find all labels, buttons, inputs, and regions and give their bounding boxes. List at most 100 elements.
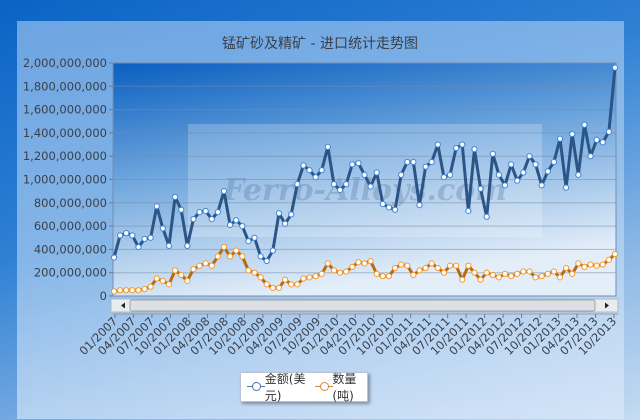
data-point — [184, 242, 191, 250]
watermark-box — [188, 124, 542, 237]
data-point — [330, 181, 338, 188]
legend-item-amount[interactable]: 金额(美元) — [247, 370, 309, 404]
data-point — [330, 267, 338, 274]
data-point — [483, 269, 490, 276]
data-point — [428, 260, 435, 267]
data-point — [508, 161, 515, 168]
data-point — [489, 271, 496, 279]
data-point — [599, 139, 606, 146]
data-point — [404, 262, 411, 269]
y-tick-label: 400,000,000 — [34, 242, 107, 256]
circle-marker-icon — [247, 382, 265, 392]
data-point — [489, 150, 496, 157]
data-point — [281, 220, 289, 227]
data-point — [281, 276, 289, 283]
data-point — [422, 264, 429, 272]
data-point — [117, 287, 124, 294]
data-point — [398, 171, 405, 178]
data-point — [563, 184, 570, 191]
data-point — [605, 256, 612, 263]
data-point — [159, 277, 166, 284]
data-point — [196, 262, 203, 269]
data-point — [434, 264, 441, 272]
data-point — [391, 264, 399, 272]
data-point — [294, 181, 301, 188]
data-point — [318, 167, 325, 174]
data-point — [141, 285, 148, 293]
data-point — [416, 267, 423, 274]
data-point — [373, 169, 380, 176]
data-point — [336, 186, 344, 194]
data-point — [514, 270, 521, 277]
data-point — [465, 262, 472, 269]
data-point — [556, 274, 564, 281]
data-point — [514, 177, 521, 184]
data-point — [391, 206, 399, 213]
data-point — [153, 203, 160, 210]
y-tick-label: 0 — [100, 289, 107, 303]
data-point — [214, 209, 221, 216]
data-point — [165, 242, 173, 250]
legend-label: 金额(美元) — [264, 372, 306, 403]
data-point — [288, 281, 295, 288]
data-point — [245, 267, 252, 274]
data-point — [611, 250, 619, 258]
scroll-right-arrow-icon[interactable] — [605, 302, 609, 309]
data-point — [422, 163, 429, 170]
data-point — [202, 207, 209, 215]
data-point — [477, 276, 484, 283]
data-point — [385, 204, 393, 211]
y-tick-label: 1,000,000,000 — [23, 173, 107, 187]
data-point — [532, 161, 539, 168]
data-point — [202, 260, 209, 267]
data-point — [385, 273, 393, 280]
data-point — [135, 287, 142, 294]
data-point — [471, 146, 478, 153]
data-point — [605, 128, 612, 135]
legend-item-quantity[interactable]: 数量(吨) — [314, 370, 367, 404]
data-point — [434, 141, 441, 148]
data-point — [135, 243, 142, 251]
data-point — [349, 263, 356, 270]
scroll-left-arrow-icon[interactable] — [121, 302, 125, 309]
y-tick-label: 200,000,000 — [34, 266, 107, 280]
data-point — [190, 216, 197, 223]
chart-title: 锰矿砂及精矿 - 进口统计走势图 — [222, 36, 418, 52]
watermark: Ferro-Alloys.com — [222, 173, 507, 208]
data-point — [214, 253, 221, 260]
data-point — [318, 270, 325, 277]
data-point — [239, 223, 246, 230]
data-point — [587, 153, 594, 160]
y-tick-label: 1,600,000,000 — [23, 103, 107, 117]
data-point — [532, 274, 539, 281]
scrollbar-thumb[interactable] — [129, 299, 596, 312]
data-point — [520, 169, 527, 176]
data-point — [446, 262, 454, 269]
data-point — [520, 268, 527, 275]
data-point — [367, 257, 374, 265]
data-point — [129, 287, 136, 294]
data-point — [501, 270, 509, 277]
data-point — [171, 193, 179, 201]
data-point — [324, 260, 331, 267]
data-point — [440, 269, 448, 276]
data-point — [147, 283, 154, 290]
data-point — [453, 262, 460, 269]
data-point — [312, 174, 319, 181]
data-point — [294, 281, 301, 288]
data-point — [593, 262, 600, 269]
y-tick-label: 1,200,000,000 — [23, 149, 107, 163]
data-point — [251, 269, 258, 276]
data-point — [220, 243, 228, 251]
data-point — [508, 273, 515, 280]
data-point — [312, 273, 319, 280]
data-point — [306, 167, 313, 174]
data-point — [269, 247, 276, 254]
data-point — [379, 200, 386, 208]
data-point — [275, 210, 283, 217]
data-point — [538, 182, 545, 189]
data-point — [416, 202, 423, 209]
data-point — [483, 213, 490, 220]
